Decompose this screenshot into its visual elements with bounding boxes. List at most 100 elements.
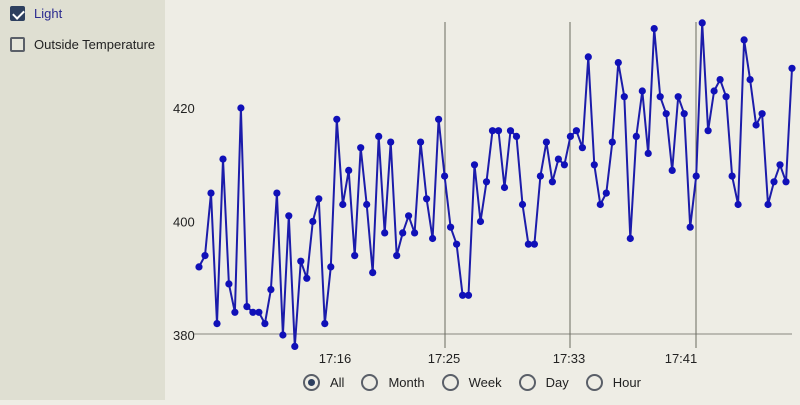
data-point[interactable] bbox=[411, 229, 419, 237]
data-point[interactable] bbox=[686, 223, 694, 231]
data-point[interactable] bbox=[542, 138, 550, 146]
data-point[interactable] bbox=[554, 155, 562, 163]
toggle-outside-temperature[interactable]: Outside Temperature bbox=[10, 37, 155, 52]
data-point[interactable] bbox=[297, 257, 305, 265]
data-point[interactable] bbox=[237, 104, 245, 112]
data-point[interactable] bbox=[566, 132, 574, 140]
data-point[interactable] bbox=[524, 240, 532, 248]
data-point[interactable] bbox=[482, 178, 491, 186]
data-point[interactable] bbox=[315, 195, 323, 203]
data-point[interactable] bbox=[225, 280, 233, 288]
radio-week[interactable] bbox=[441, 374, 459, 391]
data-point[interactable] bbox=[249, 308, 257, 316]
data-point[interactable] bbox=[500, 183, 509, 192]
radio-hour[interactable] bbox=[585, 374, 603, 391]
data-point[interactable] bbox=[584, 53, 592, 61]
data-point[interactable] bbox=[746, 76, 754, 84]
chart-canvas[interactable]: 17:16 17:25 17:33 17:41 380 400 420 bbox=[165, 0, 800, 400]
data-point[interactable] bbox=[704, 127, 712, 135]
data-point[interactable] bbox=[423, 195, 431, 203]
data-point[interactable] bbox=[650, 25, 658, 33]
data-point[interactable] bbox=[620, 93, 628, 101]
data-point[interactable] bbox=[674, 93, 682, 101]
data-point[interactable] bbox=[752, 121, 760, 129]
data-point[interactable] bbox=[339, 200, 347, 209]
data-point[interactable] bbox=[375, 132, 383, 140]
data-point[interactable] bbox=[441, 172, 449, 180]
data-point[interactable] bbox=[435, 115, 443, 123]
radio-all[interactable] bbox=[303, 374, 320, 391]
data-point[interactable] bbox=[399, 229, 407, 237]
data-point[interactable] bbox=[255, 308, 263, 316]
data-point[interactable] bbox=[512, 132, 521, 140]
data-point[interactable] bbox=[219, 155, 227, 163]
data-point[interactable] bbox=[644, 149, 652, 157]
data-point[interactable] bbox=[728, 172, 736, 180]
data-point[interactable] bbox=[381, 229, 389, 237]
data-point[interactable] bbox=[303, 274, 311, 282]
data-point[interactable] bbox=[417, 138, 425, 146]
data-point[interactable] bbox=[309, 217, 317, 226]
data-point[interactable] bbox=[429, 234, 437, 243]
data-point[interactable] bbox=[734, 200, 742, 209]
radio-day[interactable] bbox=[518, 374, 536, 391]
data-point[interactable] bbox=[764, 200, 772, 209]
data-point[interactable] bbox=[405, 212, 413, 220]
data-point[interactable] bbox=[393, 252, 401, 260]
data-point[interactable] bbox=[488, 127, 497, 135]
data-point[interactable] bbox=[291, 342, 299, 350]
data-point[interactable] bbox=[327, 263, 335, 271]
data-point[interactable] bbox=[710, 87, 718, 95]
data-point[interactable] bbox=[453, 240, 461, 248]
data-point[interactable] bbox=[321, 320, 329, 328]
data-point[interactable] bbox=[626, 234, 634, 243]
range-option-all[interactable]: All bbox=[303, 374, 344, 391]
line-chart[interactable]: 17:16 17:25 17:33 17:41 380 400 420 bbox=[165, 0, 800, 400]
data-point[interactable] bbox=[201, 252, 209, 260]
data-point[interactable] bbox=[776, 161, 784, 169]
data-point[interactable] bbox=[506, 127, 515, 135]
range-option-hour[interactable]: Hour bbox=[585, 374, 641, 391]
data-point[interactable] bbox=[578, 144, 586, 152]
data-point[interactable] bbox=[273, 189, 281, 197]
data-point[interactable] bbox=[536, 172, 544, 180]
data-point[interactable] bbox=[494, 127, 503, 135]
data-point[interactable] bbox=[788, 64, 796, 72]
data-point[interactable] bbox=[285, 212, 293, 220]
data-point[interactable] bbox=[572, 127, 580, 135]
data-point[interactable] bbox=[758, 110, 766, 118]
data-point[interactable] bbox=[261, 320, 269, 328]
data-point[interactable] bbox=[638, 87, 646, 95]
data-point[interactable] bbox=[722, 93, 730, 101]
data-point[interactable] bbox=[590, 161, 598, 169]
data-point[interactable] bbox=[614, 59, 622, 67]
data-point[interactable] bbox=[447, 223, 455, 231]
data-point[interactable] bbox=[351, 252, 359, 260]
data-point[interactable] bbox=[363, 200, 371, 209]
data-point[interactable] bbox=[770, 178, 778, 186]
range-option-day[interactable]: Day bbox=[518, 374, 569, 391]
data-point[interactable] bbox=[207, 189, 215, 197]
data-point[interactable] bbox=[632, 132, 640, 140]
data-point[interactable] bbox=[267, 286, 275, 294]
data-point[interactable] bbox=[231, 308, 239, 316]
toggle-light[interactable]: Light bbox=[10, 6, 62, 21]
data-point[interactable] bbox=[357, 144, 365, 152]
data-point[interactable] bbox=[476, 217, 485, 226]
range-option-month[interactable]: Month bbox=[361, 374, 425, 391]
data-point[interactable] bbox=[740, 36, 748, 44]
checkbox-light[interactable] bbox=[10, 6, 25, 21]
data-point[interactable] bbox=[369, 269, 377, 277]
data-point[interactable] bbox=[530, 240, 538, 248]
range-option-week[interactable]: Week bbox=[441, 374, 502, 391]
data-point[interactable] bbox=[782, 178, 790, 186]
data-point[interactable] bbox=[518, 200, 527, 209]
data-point[interactable] bbox=[279, 331, 287, 339]
checkbox-outside-temperature[interactable] bbox=[10, 37, 25, 52]
data-point[interactable] bbox=[243, 303, 251, 311]
data-point[interactable] bbox=[195, 263, 203, 271]
data-point[interactable] bbox=[716, 76, 724, 84]
data-point[interactable] bbox=[213, 320, 221, 328]
data-point[interactable] bbox=[464, 291, 473, 299]
data-point[interactable] bbox=[668, 166, 676, 174]
